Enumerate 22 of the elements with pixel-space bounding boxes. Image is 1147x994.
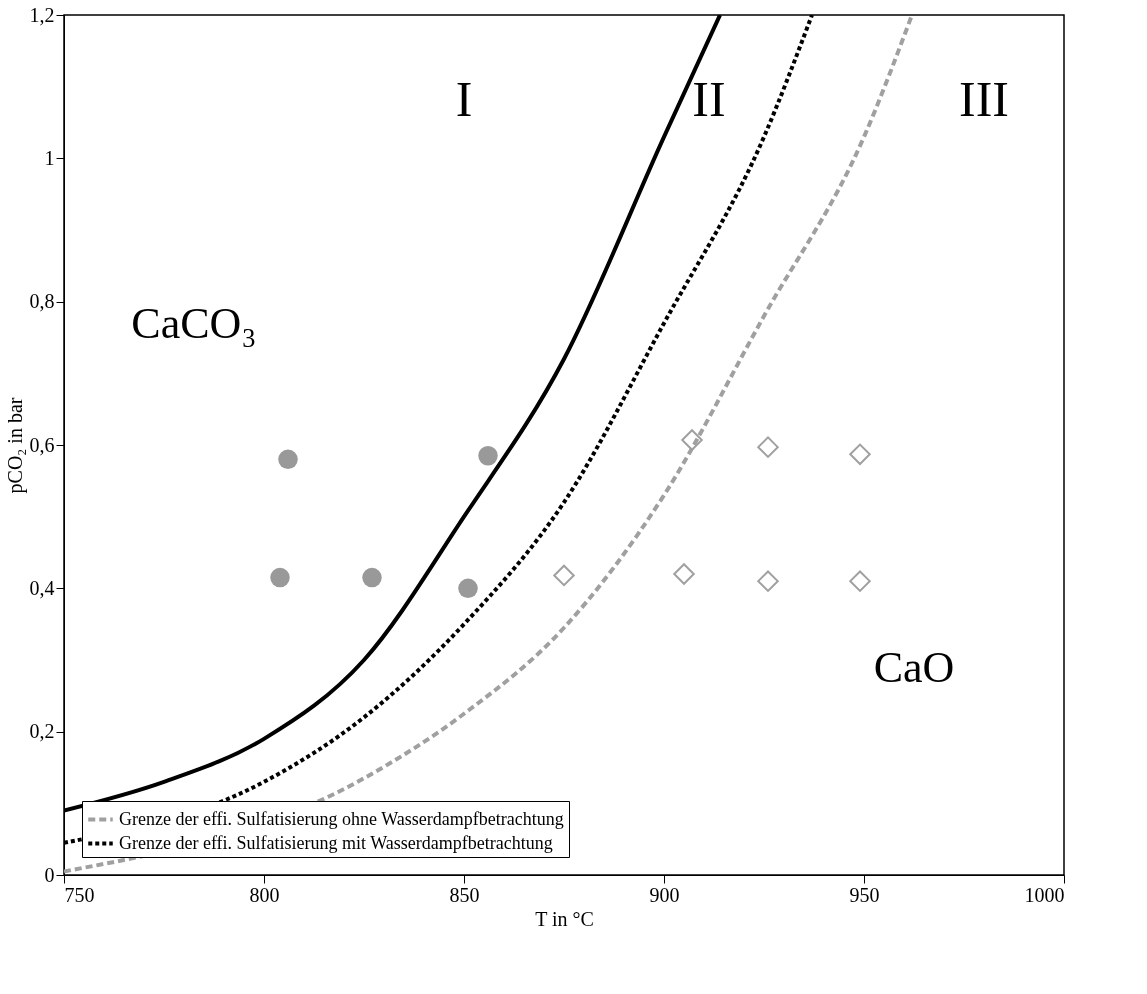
x-tick-label: 850 — [449, 883, 480, 906]
y-tick-label: 0,6 — [29, 433, 55, 456]
y-tick-label: 0,8 — [29, 290, 55, 313]
x-tick-label: 950 — [849, 883, 880, 906]
y-axis-title: pCO₂ in bar — [3, 397, 27, 494]
x-tick-label: 750 — [64, 883, 95, 906]
y-tick-label: 0,4 — [29, 576, 55, 599]
annotation: II — [692, 71, 726, 127]
annotation: CaCO₃ — [131, 298, 257, 348]
legend-label: Grenze der effi. Sulfatisierung ohne Wasserdampfbetrachtung — [119, 808, 564, 829]
x-axis-title: T in °C — [535, 907, 594, 930]
annotation: I — [455, 71, 473, 127]
annotation: III — [959, 71, 1009, 127]
annotation: CaO — [873, 642, 955, 692]
y-tick-label: 0 — [44, 863, 55, 886]
x-tick-label: 800 — [249, 883, 280, 906]
x-tick-label: 900 — [649, 883, 680, 906]
y-tick-label: 0,2 — [29, 720, 55, 743]
legend-label: Grenze der effi. Sulfatisierung mit Wasserdampfbetrachtung — [119, 832, 553, 853]
x-tick-label: 1000 — [1024, 883, 1065, 906]
y-tick-label: 1,2 — [29, 3, 55, 26]
y-tick-label: 1 — [44, 146, 55, 169]
